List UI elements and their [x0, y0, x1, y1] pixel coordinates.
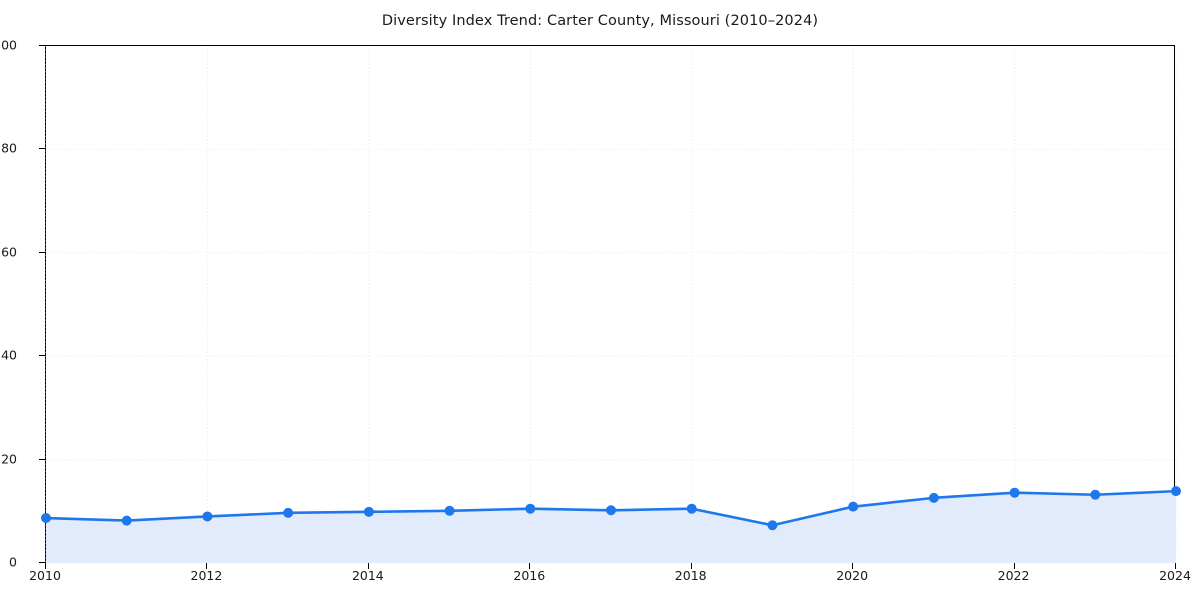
x-axis-tick-label: 2010	[29, 568, 61, 583]
chart-title: Diversity Index Trend: Carter County, Mi…	[381, 13, 819, 29]
data-point-marker[interactable]	[41, 513, 51, 524]
x-axis-tick-mark	[852, 562, 854, 569]
x-axis-tick-label: 2012	[190, 568, 223, 583]
x-axis-tick-mark	[206, 562, 208, 569]
y-axis-tick-label: 100	[0, 37, 17, 53]
y-axis-tick-label: 60	[1, 244, 17, 260]
y-axis-tick-label: 40	[1, 347, 17, 363]
y-axis-tick-mark	[38, 251, 45, 253]
x-axis-tick-mark	[690, 562, 692, 569]
data-point-marker[interactable]	[283, 507, 294, 518]
data-point-marker[interactable]	[363, 506, 374, 517]
y-axis-tick-label: 20	[1, 451, 17, 467]
y-axis-tick-label: 0	[9, 554, 17, 570]
data-point-marker[interactable]	[1171, 486, 1181, 497]
x-axis-tick-label: 2014	[351, 568, 384, 583]
data-point-marker[interactable]	[1090, 489, 1101, 500]
y-axis-tick-mark	[38, 148, 45, 150]
data-point-marker[interactable]	[444, 505, 455, 516]
x-axis-tick-mark	[1175, 562, 1176, 569]
data-point-marker[interactable]	[686, 503, 697, 514]
x-axis-tick-mark	[367, 562, 369, 569]
data-point-marker[interactable]	[1009, 487, 1020, 498]
x-axis-tick-label: 2020	[836, 568, 869, 583]
y-axis-tick-label: 80	[1, 140, 17, 156]
y-axis-tick-mark	[38, 355, 45, 357]
y-axis-tick-mark	[38, 45, 45, 46]
x-axis-tick-label: 2016	[513, 568, 546, 583]
data-point-marker[interactable]	[606, 505, 616, 516]
y-axis-tick-mark	[38, 562, 45, 563]
y-axis-tick-mark	[38, 458, 45, 460]
data-point-marker[interactable]	[525, 503, 536, 514]
data-point-marker[interactable]	[928, 492, 939, 503]
data-point-marker[interactable]	[121, 515, 132, 526]
data-point-marker[interactable]	[848, 501, 859, 512]
x-axis-tick-mark	[45, 562, 46, 569]
x-axis-tick-mark	[1013, 562, 1015, 569]
data-series-diversity-index	[41, 486, 1181, 563]
plot-area	[41, 45, 1181, 563]
x-axis-tick-mark	[529, 562, 531, 569]
data-point-marker[interactable]	[202, 511, 213, 522]
x-axis-tick-label: 2024	[1159, 568, 1191, 583]
x-axis-tick-label: 2018	[674, 568, 707, 583]
area-fill	[46, 491, 1176, 563]
x-axis-tick-label: 2022	[997, 568, 1030, 583]
data-point-marker[interactable]	[767, 520, 778, 531]
